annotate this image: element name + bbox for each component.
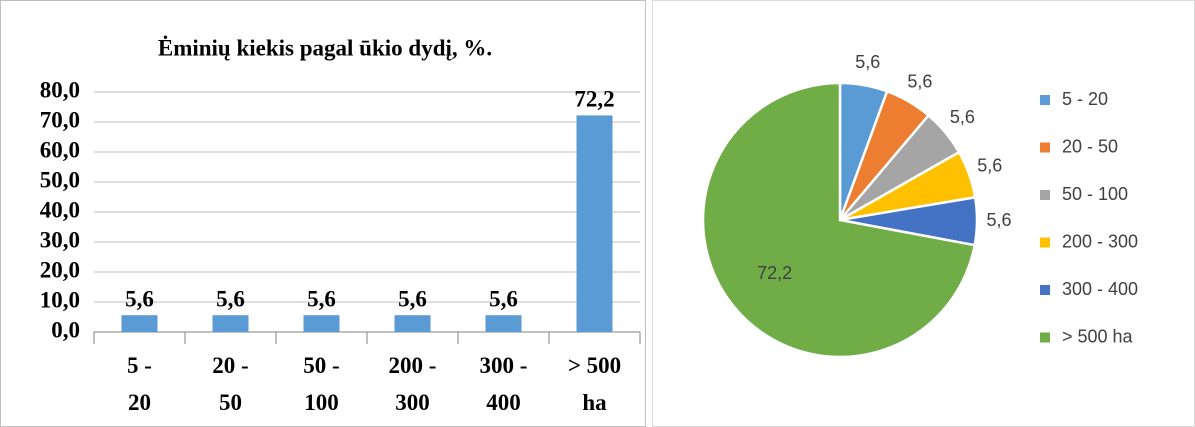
bar (121, 315, 158, 332)
chart-title: Ėminių kiekis pagal ūkio dydį, %. (158, 35, 492, 60)
legend-swatch (1040, 190, 1050, 200)
x-tick-label: 200 -300 (389, 353, 437, 415)
bar (485, 315, 522, 332)
slice-label: 72,2 (757, 263, 792, 283)
value-label: 72,2 (574, 87, 614, 112)
legend-label: 20 - 50 (1062, 136, 1118, 156)
value-label: 5,6 (125, 286, 154, 311)
legend-label: 200 - 300 (1062, 231, 1138, 251)
x-tick-label: 300 -400 (480, 353, 528, 415)
slice-label: 5,6 (907, 71, 932, 91)
y-tick-label: 80,0 (40, 77, 80, 102)
x-tick-label: 20 -50 (212, 353, 248, 415)
slice-label: 5,6 (977, 155, 1002, 175)
slice-label: 5,6 (950, 107, 975, 127)
bar (394, 315, 431, 332)
y-tick-label: 40,0 (40, 197, 80, 222)
y-tick-label: 30,0 (40, 227, 80, 252)
pie-slice (701, 81, 977, 359)
bar (212, 315, 249, 332)
legend-swatch (1040, 332, 1050, 343)
y-tick-label: 10,0 (40, 287, 80, 312)
bar-panel (0, 0, 646, 427)
legend-label: 50 - 100 (1062, 184, 1128, 204)
value-label: 5,6 (307, 286, 336, 311)
legend-label: > 500 ha (1062, 326, 1134, 346)
bar (303, 315, 340, 332)
slice-label: 5,6 (855, 52, 880, 72)
x-tick-label: > 500 ha (568, 353, 621, 415)
x-tick-label: 5 -20 (127, 353, 152, 415)
value-label: 5,6 (398, 286, 427, 311)
legend-swatch (1040, 285, 1050, 295)
legend-swatch (1040, 142, 1050, 153)
y-tick-label: 70,0 (40, 107, 80, 132)
bar (576, 115, 613, 333)
value-label: 5,6 (216, 286, 245, 311)
y-tick-label: 20,0 (40, 257, 80, 282)
slice-label: 5,6 (986, 210, 1011, 230)
legend-swatch (1040, 95, 1050, 105)
y-tick-label: 0,0 (51, 317, 80, 342)
legend-swatch (1040, 237, 1050, 248)
x-tick-label: 50 -100 (303, 353, 339, 415)
value-label: 5,6 (489, 286, 518, 311)
legend-label: 300 - 400 (1062, 279, 1138, 299)
y-tick-label: 50,0 (40, 167, 80, 192)
legend-label: 5 - 20 (1062, 89, 1108, 109)
y-tick-label: 60,0 (40, 137, 80, 162)
